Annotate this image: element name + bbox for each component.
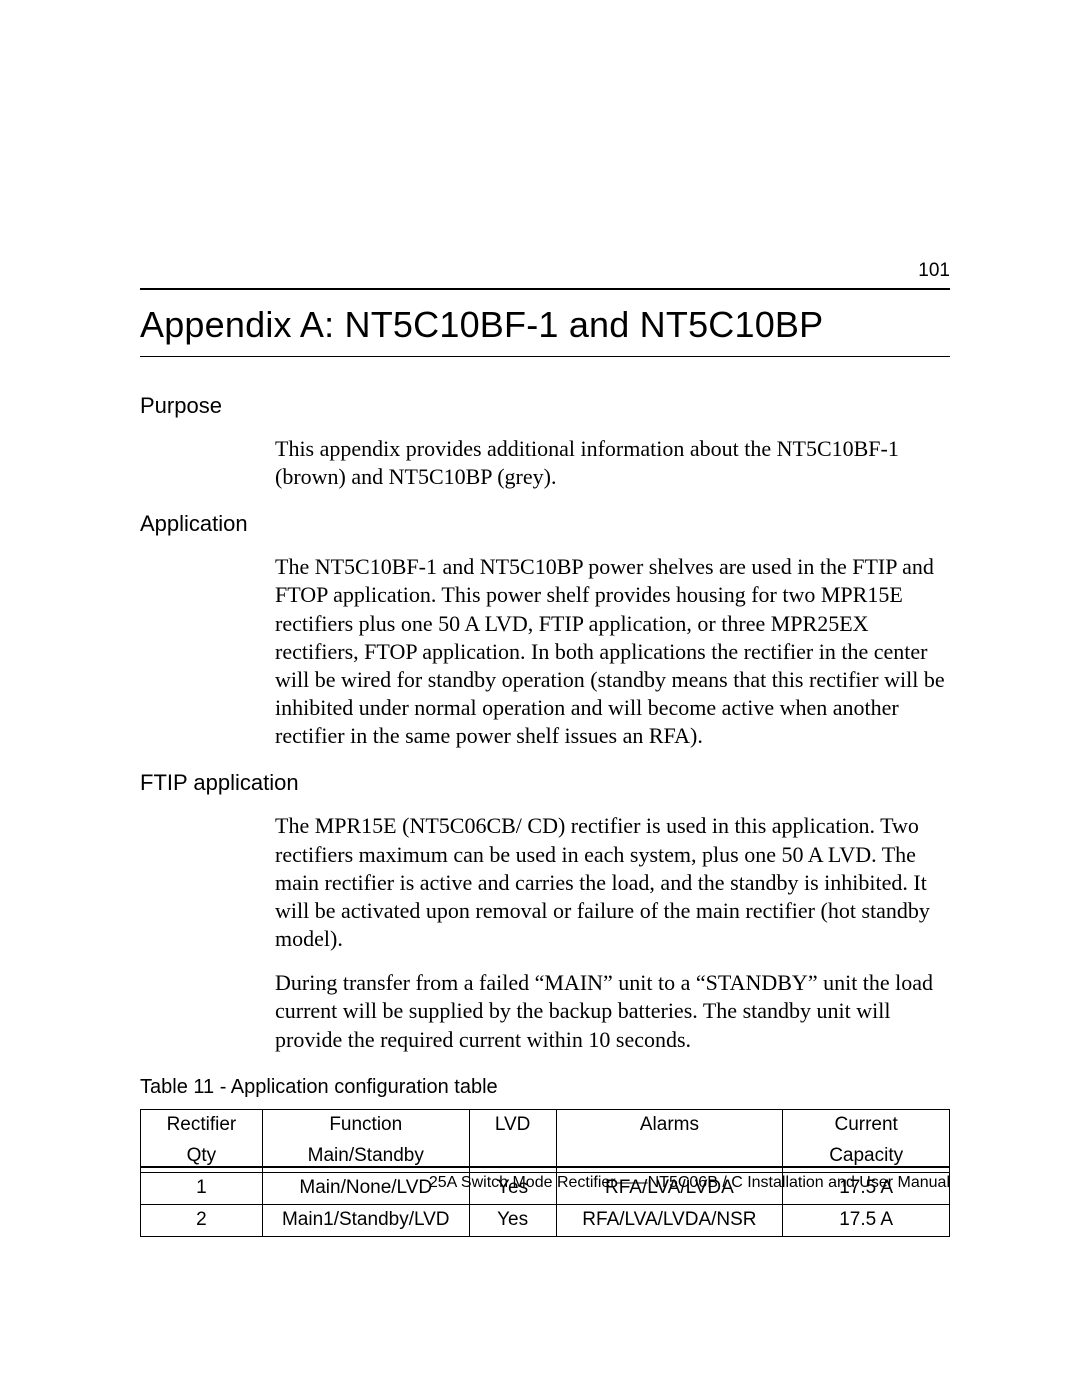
th-current: Current	[783, 1109, 950, 1141]
cell-function: Main1/Standby/LVD	[262, 1204, 469, 1236]
table-caption: Table 11 - Application configuration tab…	[140, 1076, 950, 1099]
footer-text: 25A Switch Mode Rectifier——NT5C06B / C I…	[140, 1174, 950, 1192]
title-rule-bottom	[140, 356, 950, 357]
paragraph: The NT5C10BF-1 and NT5C10BP power shelve…	[275, 553, 950, 750]
page-number: 101	[140, 260, 950, 282]
th-alarms: Alarms	[556, 1109, 783, 1141]
heading-ftip: FTIP application	[140, 770, 950, 796]
heading-application: Application	[140, 511, 950, 537]
footer-rule	[140, 1166, 950, 1168]
paragraph: The MPR15E (NT5C06CB/ CD) rectifier is u…	[275, 812, 950, 953]
th-function: Function	[262, 1109, 469, 1141]
cell-alarms: RFA/LVA/LVDA/NSR	[556, 1204, 783, 1236]
paragraph: During transfer from a failed “MAIN” uni…	[275, 969, 950, 1053]
page-title: Appendix A: NT5C10BF-1 and NT5C10BP	[140, 304, 950, 346]
cell-qty: 2	[141, 1204, 263, 1236]
table-row: 2 Main1/Standby/LVD Yes RFA/LVA/LVDA/NSR…	[141, 1204, 950, 1236]
paragraph: This appendix provides additional inform…	[275, 435, 950, 491]
heading-purpose: Purpose	[140, 393, 950, 419]
body-application: The NT5C10BF-1 and NT5C10BP power shelve…	[275, 553, 950, 750]
table-header-row: Rectifier Function LVD Alarms Current	[141, 1109, 950, 1141]
body-purpose: This appendix provides additional inform…	[275, 435, 950, 491]
title-rule-top	[140, 288, 950, 290]
body-ftip: The MPR15E (NT5C06CB/ CD) rectifier is u…	[275, 812, 950, 1053]
document-page: 101 Appendix A: NT5C10BF-1 and NT5C10BP …	[0, 0, 1080, 1397]
cell-lvd: Yes	[469, 1204, 556, 1236]
th-rectifier: Rectifier	[141, 1109, 263, 1141]
page-footer: 25A Switch Mode Rectifier——NT5C06B / C I…	[140, 1166, 950, 1192]
th-lvd: LVD	[469, 1109, 556, 1141]
cell-current: 17.5 A	[783, 1204, 950, 1236]
